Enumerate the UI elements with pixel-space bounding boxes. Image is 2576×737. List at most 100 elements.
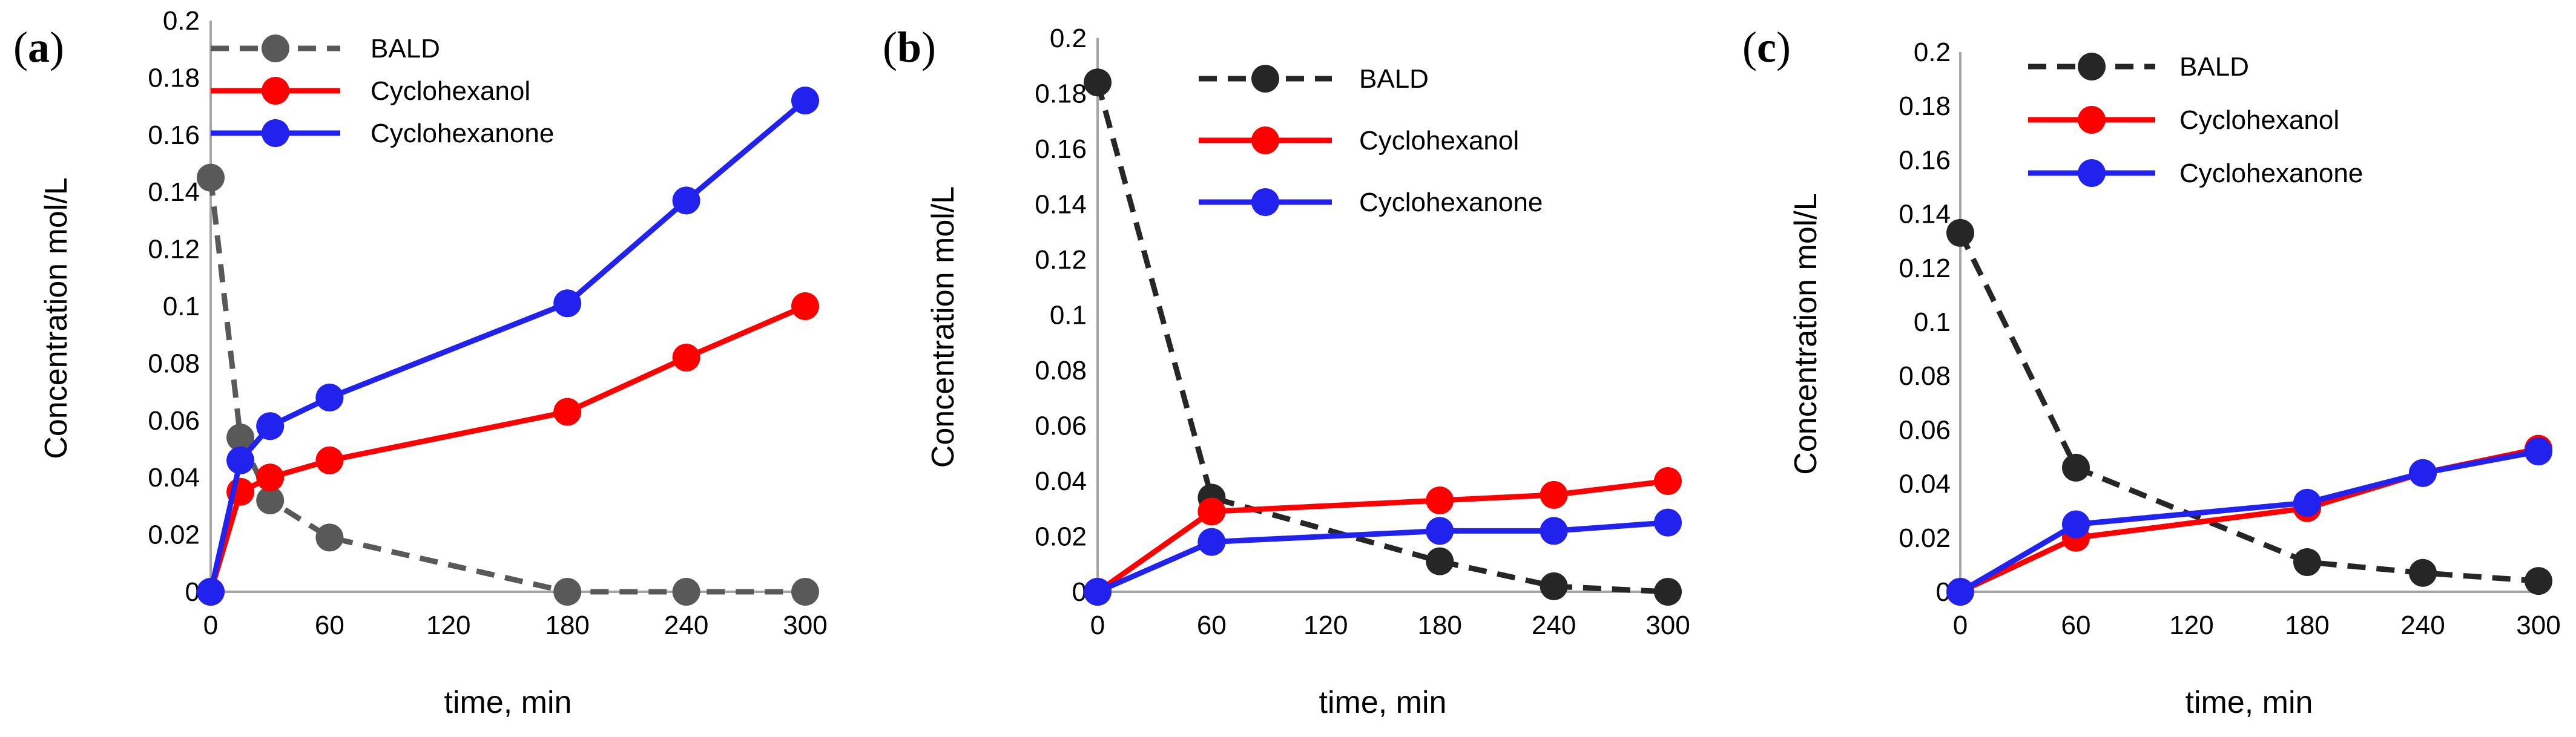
y-tick-label: 0.06 <box>148 406 200 436</box>
data-point <box>1426 486 1454 515</box>
legend-item-cyclohexanol: Cyclohexanol <box>2028 105 2339 135</box>
legend: BALD Cyclohexanol Cyclohexanone <box>2028 52 2363 188</box>
y-tick-label: 0.12 <box>1035 245 1087 275</box>
data-point <box>1426 517 1454 545</box>
data-point <box>1654 578 1682 606</box>
x-axis-title: time, min <box>1319 685 1447 720</box>
data-point <box>2293 548 2321 576</box>
legend-swatch-marker <box>262 77 289 105</box>
legend: BALD Cyclohexanol Cyclohexanone <box>211 34 554 148</box>
y-tick-label: 0.14 <box>1899 200 1951 229</box>
y-tick-label: 0.2 <box>163 6 200 36</box>
series-cyclohexanone <box>1084 508 1682 606</box>
data-point <box>1197 528 1226 556</box>
series-line <box>1957 231 2539 584</box>
legend-label: Cyclohexanone <box>1359 188 1543 217</box>
legend-label: Cyclohexanol <box>1359 126 1519 156</box>
chart-panel-b: 00.020.040.060.080.10.120.140.160.180.20… <box>883 23 1690 720</box>
x-axis-title: time, min <box>444 685 572 720</box>
data-point <box>2525 567 2552 595</box>
x-tick-label: 240 <box>664 611 708 640</box>
y-tick-label: 0.08 <box>1035 356 1087 385</box>
y-tick-label: 0.04 <box>148 463 200 493</box>
series-line <box>208 177 805 595</box>
chart-panel-a: 00.020.040.060.080.10.120.140.160.180.20… <box>13 6 828 720</box>
legend-label: Cyclohexanol <box>371 76 530 106</box>
series-line <box>1095 82 1668 595</box>
y-tick-label: 0.02 <box>1035 522 1087 552</box>
y-tick-label: 0.16 <box>1899 145 1951 175</box>
x-tick-label: 0 <box>1953 611 1968 640</box>
y-tick-label: 0.2 <box>1914 38 1951 67</box>
series-cyclohexanol <box>197 292 819 606</box>
data-point <box>791 292 819 320</box>
panel-label: (b) <box>883 23 936 71</box>
x-tick-label: 240 <box>2400 611 2445 640</box>
y-tick-label: 0.1 <box>1050 301 1087 330</box>
x-tick-label: 300 <box>2516 611 2560 640</box>
legend-item-cyclohexanol: Cyclohexanol <box>211 76 530 106</box>
x-tick-label: 60 <box>1197 611 1227 640</box>
data-point <box>1946 578 1974 606</box>
data-point <box>1084 68 1112 97</box>
data-point <box>256 412 285 441</box>
data-point <box>1540 480 1568 509</box>
series-line <box>208 303 806 593</box>
y-tick-label: 0.02 <box>1899 523 1951 553</box>
x-tick-label: 300 <box>1645 611 1690 640</box>
x-tick-label: 120 <box>426 611 470 640</box>
data-point <box>553 578 582 606</box>
data-point <box>791 87 819 115</box>
legend-swatch-marker <box>262 34 289 62</box>
y-tick-label: 0.16 <box>148 120 200 150</box>
y-tick-label: 0.06 <box>1035 411 1087 441</box>
data-point <box>791 578 819 606</box>
x-tick-label: 60 <box>2061 611 2091 640</box>
legend-swatch-marker <box>2078 159 2106 187</box>
data-point <box>2409 558 2437 587</box>
legend-swatch-marker <box>2078 53 2106 80</box>
y-tick-label: 0.18 <box>1035 79 1087 109</box>
x-tick-label: 0 <box>1090 611 1105 640</box>
legend-swatch-marker <box>1251 126 1279 154</box>
x-tick-label: 300 <box>783 611 827 640</box>
data-point <box>197 578 225 606</box>
x-tick-label: 60 <box>315 611 344 640</box>
series-cyclohexanol <box>1084 467 1682 606</box>
data-point <box>1946 218 1974 247</box>
y-tick-label: 0.08 <box>1899 361 1951 391</box>
data-point <box>1197 497 1226 526</box>
y-tick-label: 0.02 <box>148 520 200 550</box>
legend-label: Cyclohexanone <box>2179 159 2363 188</box>
legend-item-bald: BALD <box>2028 52 2249 82</box>
series-cyclohexanone <box>1946 437 2552 606</box>
data-point <box>256 463 285 492</box>
legend-item-bald: BALD <box>211 34 440 64</box>
data-point <box>226 424 255 452</box>
data-point <box>1654 467 1682 495</box>
data-point <box>1540 517 1568 545</box>
y-tick-label: 0.04 <box>1899 470 1951 499</box>
legend-label: Cyclohexanol <box>2179 105 2339 135</box>
series-bald <box>197 163 819 606</box>
legend-swatch-marker <box>1251 65 1279 93</box>
y-tick-label: 0.16 <box>1035 134 1087 164</box>
legend-item-cyclohexanol: Cyclohexanol <box>1199 126 1519 156</box>
legend-item-cyclohexanone: Cyclohexanone <box>211 119 554 148</box>
data-point <box>226 446 255 474</box>
data-point <box>553 398 582 426</box>
data-point <box>672 578 700 606</box>
series-line <box>1958 448 2539 594</box>
data-point <box>315 446 344 474</box>
y-tick-label: 0.06 <box>1899 415 1951 445</box>
data-point <box>1654 508 1682 537</box>
data-point <box>672 186 700 215</box>
y-axis-title: Concentration mol/L <box>926 186 961 468</box>
legend-swatch-marker <box>2078 106 2106 134</box>
y-tick-label: 0.08 <box>148 349 200 378</box>
data-point <box>256 486 285 514</box>
legend-swatch-marker <box>1251 188 1279 216</box>
data-point <box>1426 547 1454 575</box>
legend-item-cyclohexanone: Cyclohexanone <box>2028 159 2363 188</box>
